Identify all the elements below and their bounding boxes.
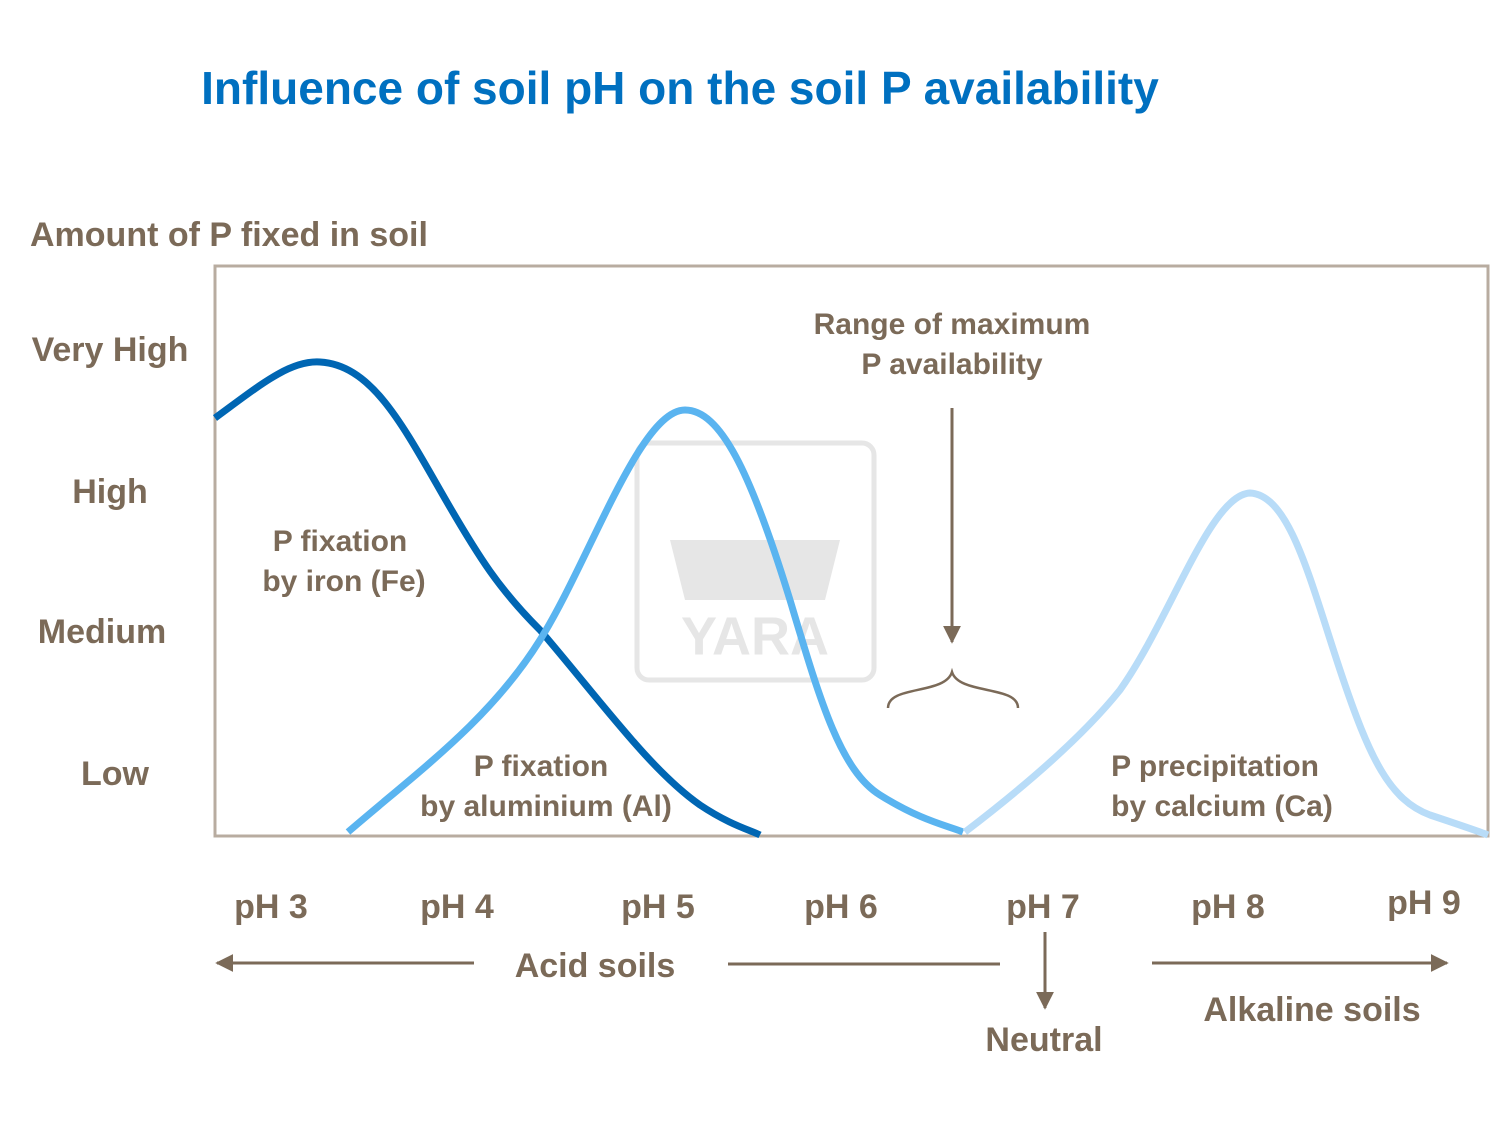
x-label: pH 4 bbox=[420, 888, 494, 926]
neutral-label: Neutral bbox=[985, 1021, 1102, 1059]
x-label: pH 9 bbox=[1387, 884, 1461, 922]
annotation: P availability bbox=[861, 348, 1043, 381]
y-level: Medium bbox=[38, 613, 166, 651]
alkaline-label: Alkaline soils bbox=[1203, 991, 1420, 1029]
plot-frame bbox=[213, 264, 1490, 838]
y-level: High bbox=[72, 473, 148, 511]
y-axis-label: Amount of P fixed in soil bbox=[30, 216, 428, 254]
title: Influence of soil pH on the soil P avail… bbox=[201, 62, 1159, 114]
x-label: pH 8 bbox=[1191, 888, 1265, 926]
range-brace bbox=[886, 667, 1020, 709]
annotation: Range of maximum bbox=[814, 308, 1091, 341]
watermark: YARA bbox=[634, 440, 877, 683]
curve-label: P precipitation bbox=[1111, 750, 1319, 783]
y-level: Low bbox=[81, 755, 150, 793]
calcium-curve bbox=[962, 489, 1490, 839]
curve-label: by calcium (Ca) bbox=[1111, 790, 1333, 823]
acid-label: Acid soils bbox=[515, 947, 676, 985]
x-label: pH 7 bbox=[1006, 888, 1080, 926]
y-level: Very High bbox=[32, 331, 189, 369]
aluminium-curve bbox=[345, 406, 965, 836]
iron-curve bbox=[212, 358, 762, 839]
curve-label: by aluminium (Al) bbox=[420, 790, 672, 823]
x-label: pH 6 bbox=[804, 888, 878, 926]
curve-label: by iron (Fe) bbox=[262, 565, 425, 598]
x-label: pH 5 bbox=[621, 888, 695, 926]
curve-label: P fixation bbox=[474, 750, 608, 783]
x-label: pH 3 bbox=[234, 888, 308, 926]
curve-label: P fixation bbox=[273, 525, 407, 558]
